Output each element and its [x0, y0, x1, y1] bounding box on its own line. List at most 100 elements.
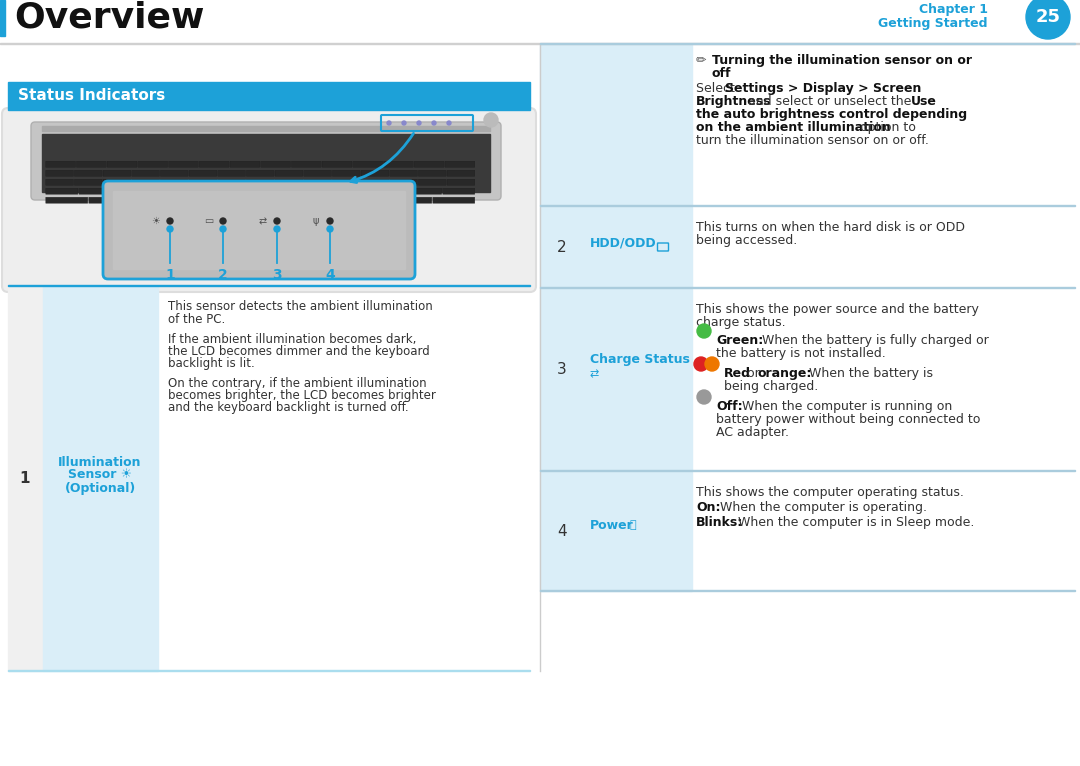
Bar — [42, 126, 490, 131]
Circle shape — [705, 357, 719, 371]
Text: and the keyboard backlight is turned off.: and the keyboard backlight is turned off… — [168, 401, 408, 414]
FancyBboxPatch shape — [45, 170, 73, 176]
Text: This shows the power source and the battery: This shows the power source and the batt… — [696, 303, 978, 316]
FancyBboxPatch shape — [132, 179, 160, 185]
Text: Off:: Off: — [716, 400, 743, 413]
Text: On:: On: — [696, 501, 720, 514]
Text: the LCD becomes dimmer and the keyboard: the LCD becomes dimmer and the keyboard — [168, 345, 430, 358]
FancyBboxPatch shape — [79, 188, 111, 195]
Circle shape — [1026, 0, 1070, 39]
Text: ⇄: ⇄ — [259, 216, 267, 226]
Text: This turns on when the hard disk is or ODD: This turns on when the hard disk is or O… — [696, 221, 966, 234]
FancyBboxPatch shape — [31, 122, 501, 200]
Text: off: off — [712, 67, 731, 80]
FancyBboxPatch shape — [45, 161, 76, 167]
Bar — [113, 191, 405, 269]
FancyBboxPatch shape — [361, 179, 389, 185]
FancyBboxPatch shape — [246, 170, 274, 176]
Bar — [8, 82, 530, 110]
Text: Select: Select — [696, 82, 739, 95]
FancyBboxPatch shape — [445, 161, 475, 167]
FancyBboxPatch shape — [75, 179, 103, 185]
Text: option to: option to — [856, 121, 916, 134]
Text: 1: 1 — [19, 471, 30, 486]
FancyBboxPatch shape — [175, 197, 217, 203]
Bar — [0, 0, 5, 36]
FancyBboxPatch shape — [145, 188, 177, 195]
FancyBboxPatch shape — [333, 170, 360, 176]
FancyBboxPatch shape — [390, 197, 432, 203]
Bar — [540, 472, 692, 591]
Text: 2: 2 — [557, 240, 567, 255]
FancyBboxPatch shape — [322, 161, 352, 167]
Bar — [43, 286, 158, 671]
Circle shape — [417, 121, 421, 125]
Text: Brightness: Brightness — [696, 95, 771, 108]
Circle shape — [402, 121, 406, 125]
FancyBboxPatch shape — [310, 188, 342, 195]
FancyBboxPatch shape — [218, 170, 245, 176]
Text: becomes brighter, the LCD becomes brighter: becomes brighter, the LCD becomes bright… — [168, 389, 436, 402]
Text: 3: 3 — [557, 362, 567, 378]
FancyBboxPatch shape — [45, 197, 87, 203]
FancyBboxPatch shape — [200, 161, 229, 167]
Text: charge status.: charge status. — [696, 316, 785, 329]
Text: and select or unselect the: and select or unselect the — [744, 95, 916, 108]
FancyBboxPatch shape — [132, 170, 160, 176]
Text: On the contrary, if the ambient illumination: On the contrary, if the ambient illumina… — [168, 377, 427, 390]
Text: Use: Use — [912, 95, 936, 108]
Text: ⏻: ⏻ — [630, 521, 636, 531]
FancyBboxPatch shape — [278, 188, 309, 195]
Circle shape — [697, 390, 711, 404]
FancyBboxPatch shape — [303, 197, 346, 203]
Bar — [540, 289, 692, 471]
Bar — [0, 42, 1080, 44]
FancyBboxPatch shape — [218, 179, 245, 185]
FancyBboxPatch shape — [77, 161, 106, 167]
Circle shape — [327, 218, 333, 224]
Text: 25: 25 — [1036, 8, 1061, 26]
Text: When the battery is: When the battery is — [805, 367, 933, 380]
Circle shape — [447, 121, 451, 125]
Circle shape — [220, 218, 226, 224]
Text: of the PC.: of the PC. — [168, 313, 226, 326]
Circle shape — [327, 226, 333, 232]
Bar — [8, 670, 530, 671]
FancyBboxPatch shape — [107, 161, 137, 167]
Text: Getting Started: Getting Started — [878, 18, 988, 31]
FancyBboxPatch shape — [246, 179, 274, 185]
FancyBboxPatch shape — [390, 170, 418, 176]
Text: being accessed.: being accessed. — [696, 234, 797, 247]
Text: 1: 1 — [165, 268, 175, 282]
Text: When the computer is operating.: When the computer is operating. — [716, 501, 927, 514]
FancyBboxPatch shape — [45, 179, 73, 185]
FancyBboxPatch shape — [333, 179, 360, 185]
Text: backlight is lit.: backlight is lit. — [168, 357, 255, 370]
Bar — [540, 590, 1075, 591]
Text: the battery is not installed.: the battery is not installed. — [716, 347, 886, 360]
FancyBboxPatch shape — [415, 161, 444, 167]
FancyBboxPatch shape — [75, 170, 103, 176]
Text: being charged.: being charged. — [724, 380, 819, 393]
Text: This sensor detects the ambient illumination: This sensor detects the ambient illumina… — [168, 300, 433, 313]
FancyBboxPatch shape — [89, 197, 131, 203]
Text: 3: 3 — [272, 268, 282, 282]
Text: Blinks:: Blinks: — [696, 516, 743, 529]
Text: ▭: ▭ — [204, 216, 214, 226]
FancyBboxPatch shape — [189, 179, 217, 185]
FancyBboxPatch shape — [390, 179, 418, 185]
Text: Overview: Overview — [14, 1, 204, 35]
Circle shape — [387, 121, 391, 125]
FancyBboxPatch shape — [383, 161, 414, 167]
Text: Illumination: Illumination — [58, 456, 141, 469]
Text: Red: Red — [724, 367, 751, 380]
Circle shape — [274, 226, 280, 232]
Text: When the battery is fully charged or: When the battery is fully charged or — [758, 334, 989, 347]
Text: 4: 4 — [557, 524, 567, 539]
Text: This shows the computer operating status.: This shows the computer operating status… — [696, 486, 963, 499]
FancyBboxPatch shape — [103, 181, 415, 279]
Text: Turning the illumination sensor on or: Turning the illumination sensor on or — [712, 54, 972, 67]
Text: the auto brightness control depending: the auto brightness control depending — [696, 108, 967, 121]
FancyBboxPatch shape — [178, 188, 211, 195]
Text: AC adapter.: AC adapter. — [716, 426, 789, 439]
